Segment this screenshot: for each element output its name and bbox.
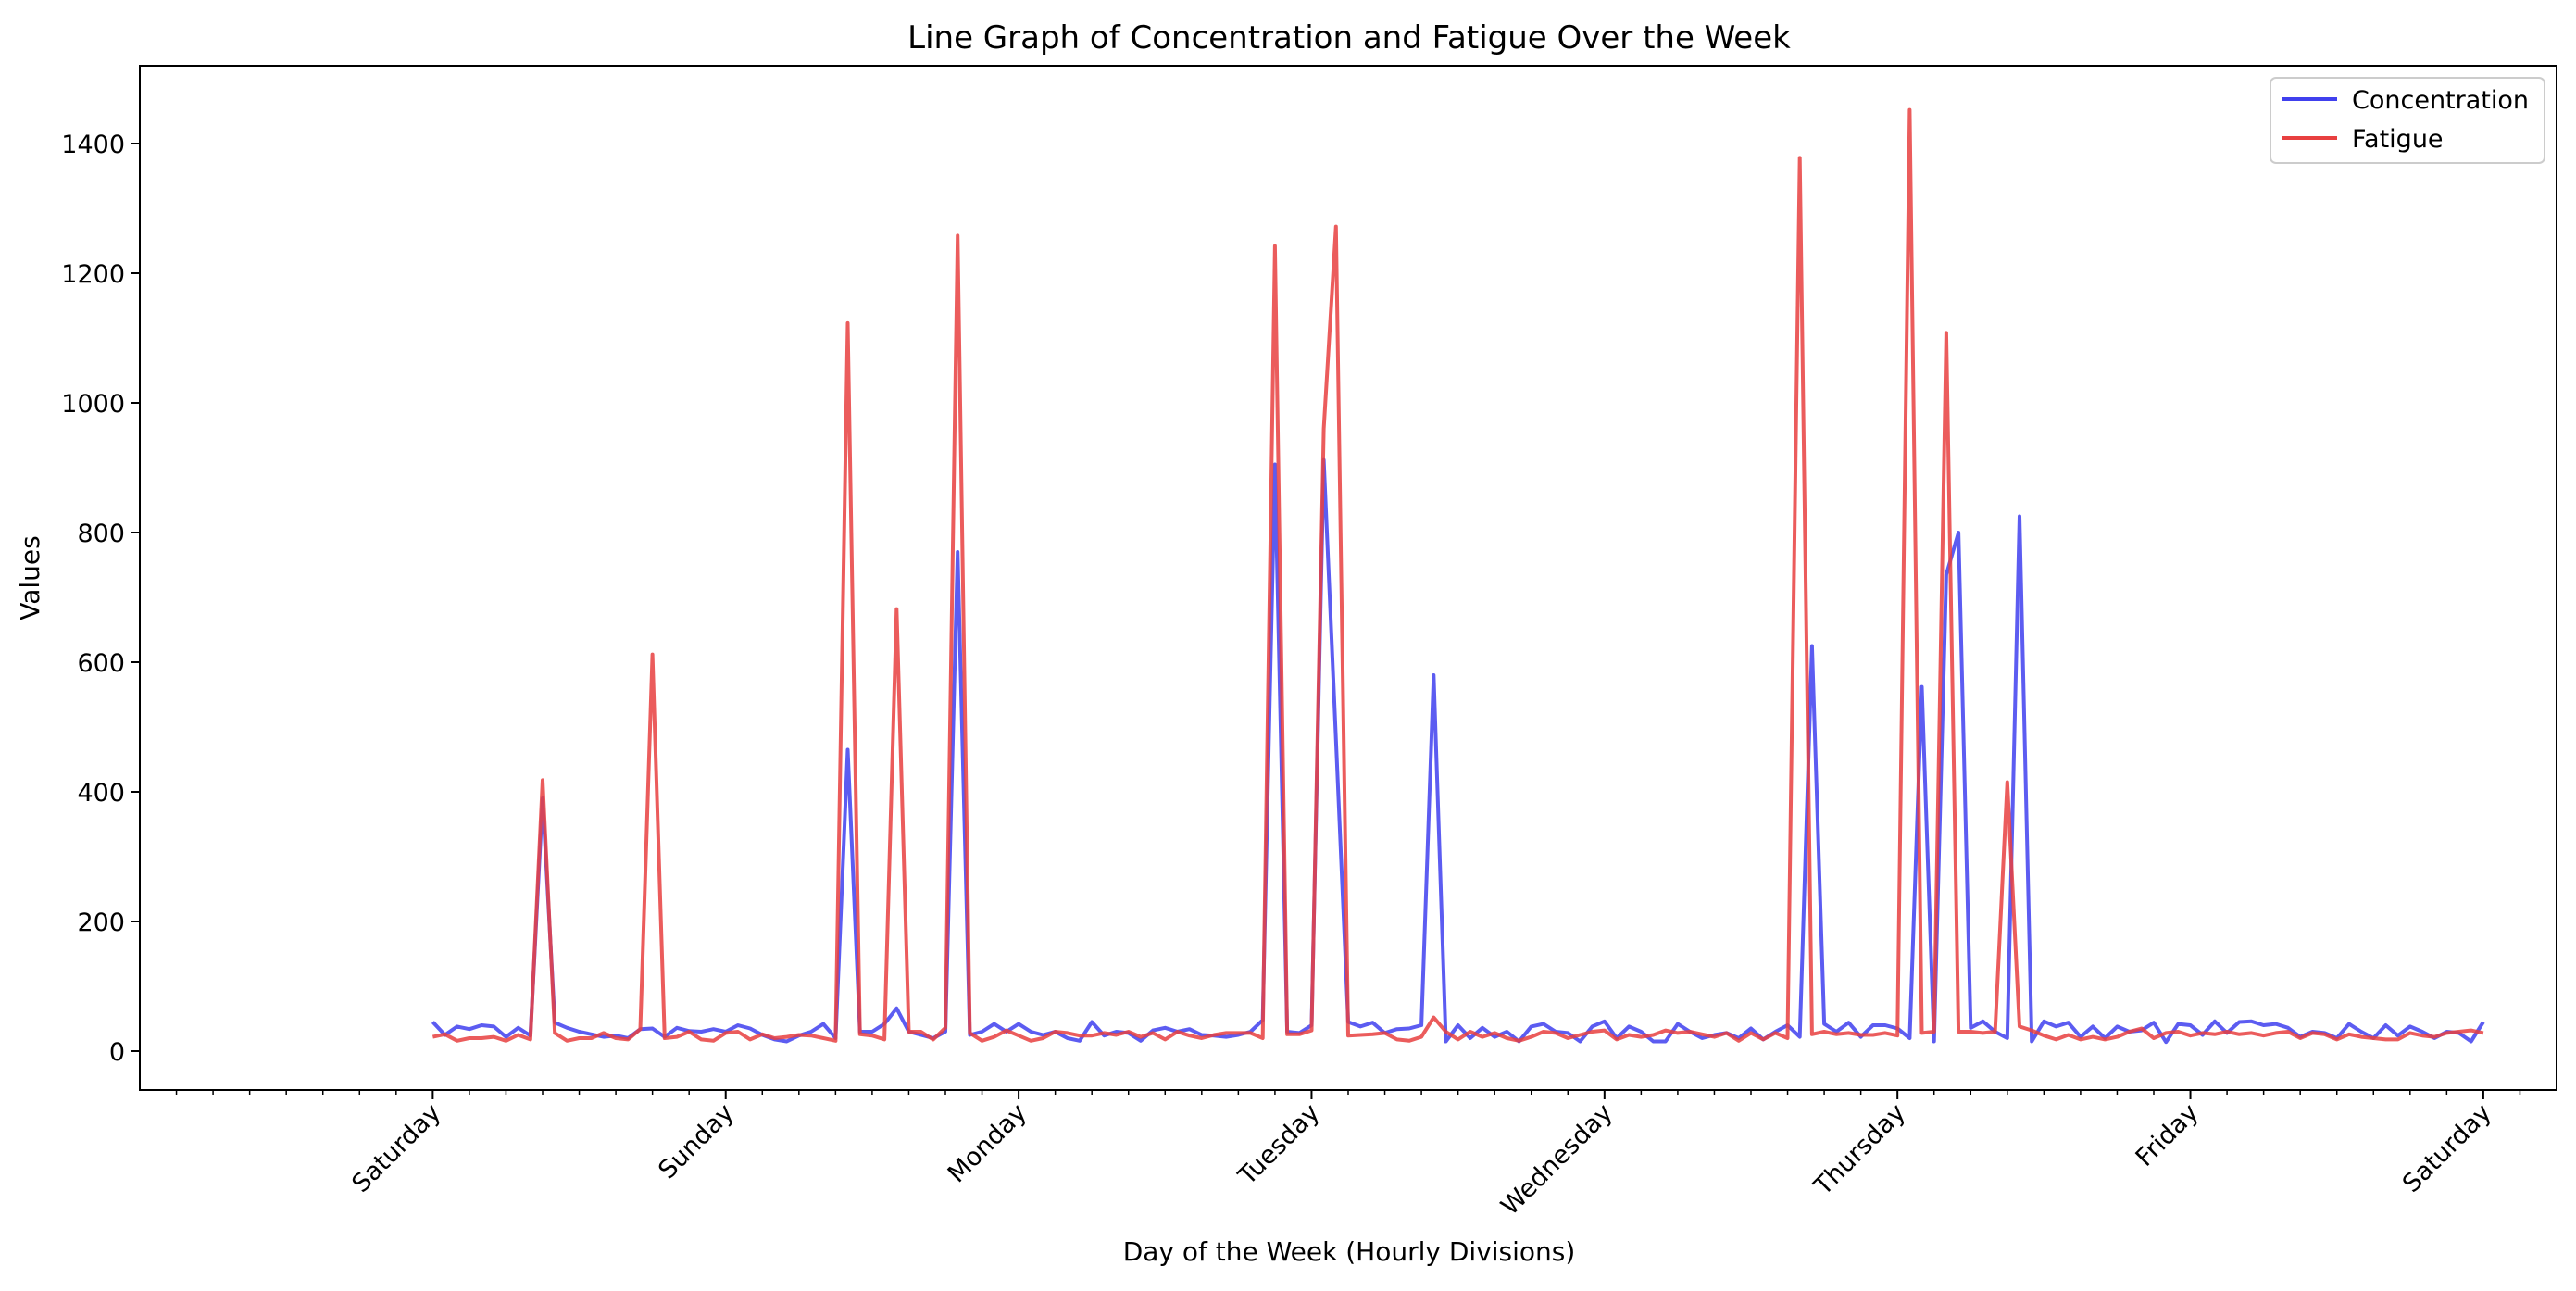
y-axis-label: Values: [15, 535, 45, 620]
y-tick-label: 400: [77, 779, 125, 808]
series-line-fatigue: [431, 107, 2484, 1043]
legend-label-concentration: Concentration: [2352, 86, 2529, 115]
y-tick-label: 0: [109, 1038, 125, 1067]
y-tick-label: 800: [77, 520, 125, 548]
y-tick-label: 1000: [61, 390, 125, 419]
plot-frame: [139, 65, 2557, 1091]
y-tick-label: 1200: [61, 260, 125, 289]
y-tick-label: 600: [77, 649, 125, 678]
x-axis-label: Day of the Week (Hourly Divisions): [1123, 1236, 1576, 1267]
legend: Concentration Fatigue: [2270, 77, 2545, 164]
chart-title: Line Graph of Concentration and Fatigue …: [907, 19, 1791, 56]
y-tick-label: 1400: [61, 131, 125, 159]
legend-box: [2270, 77, 2545, 164]
y-tick-label: 200: [77, 909, 125, 937]
legend-label-fatigue: Fatigue: [2352, 125, 2444, 154]
series-layer: [431, 107, 2485, 1045]
